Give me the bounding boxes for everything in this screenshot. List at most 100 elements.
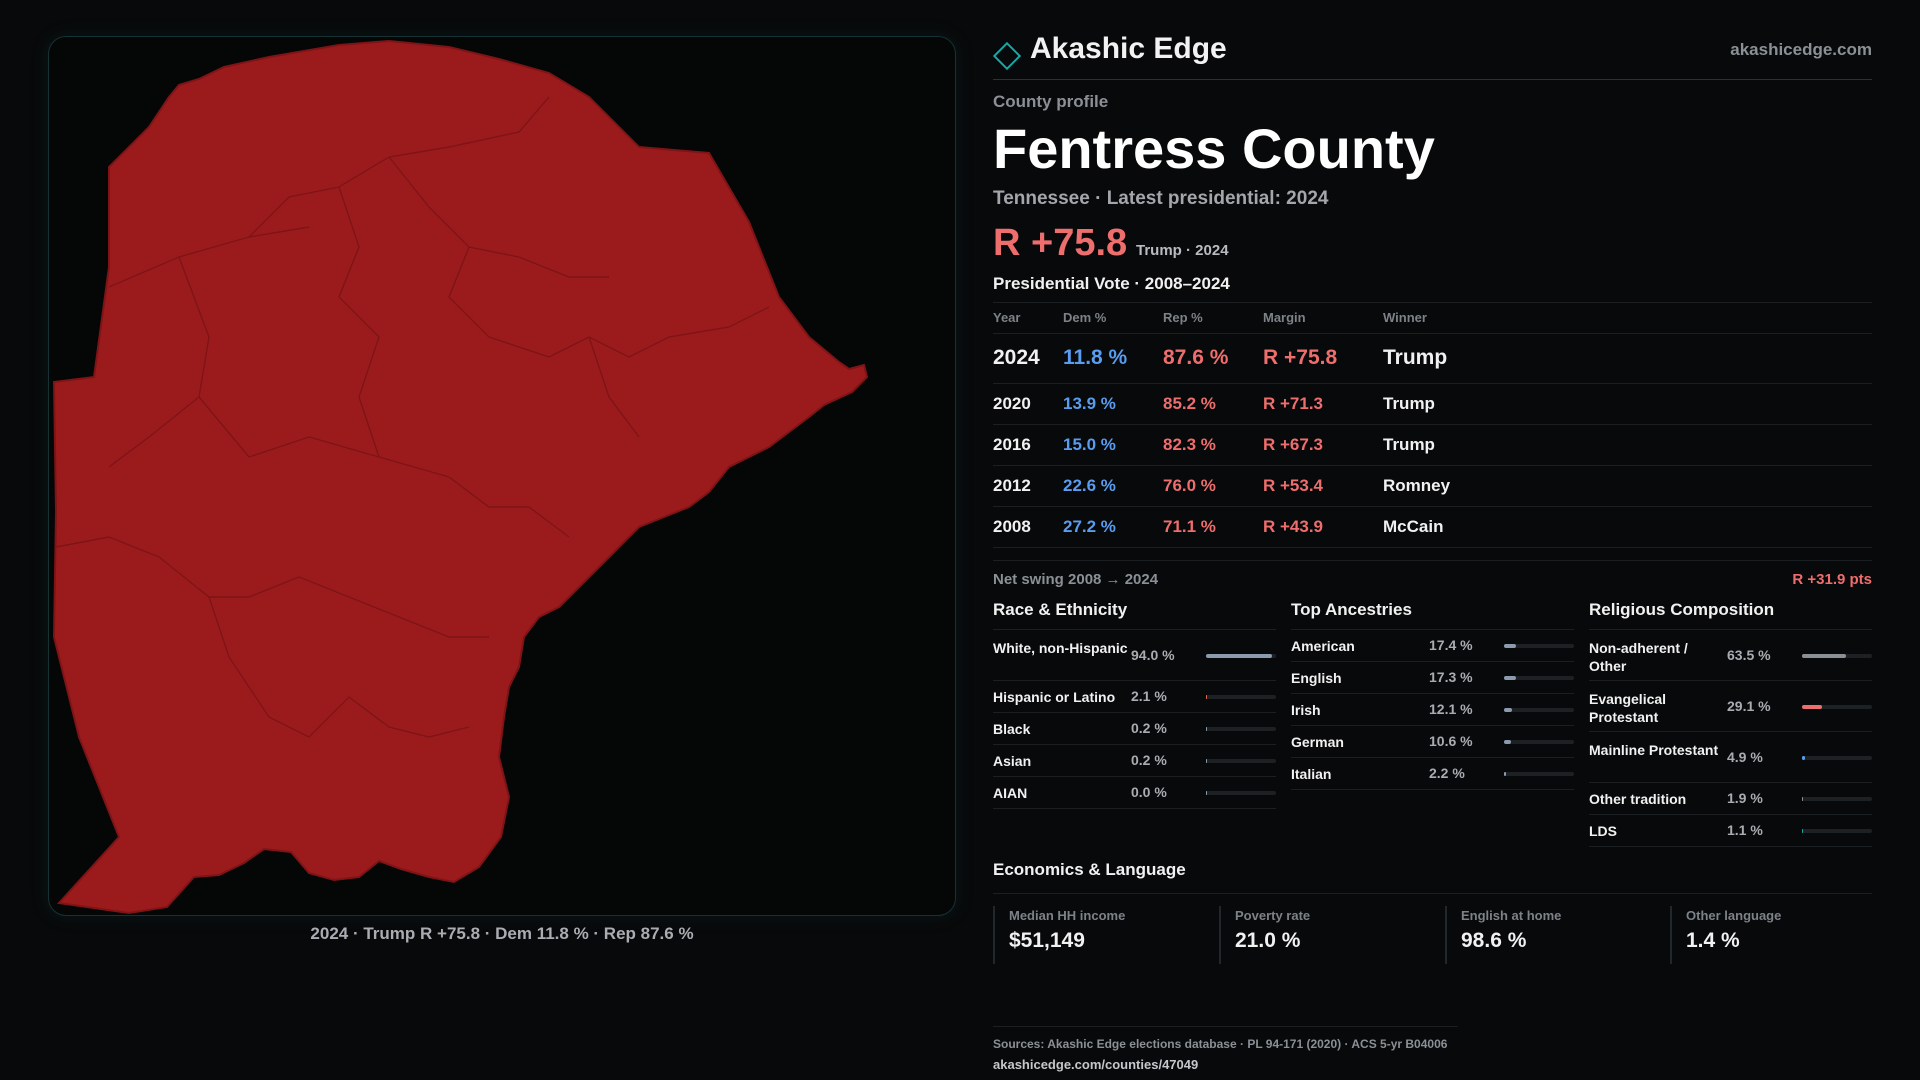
share-bar-fill bbox=[1802, 829, 1803, 833]
economics-section: Economics & Language Median HH income $5… bbox=[993, 860, 1872, 976]
econ-stat: Poverty rate 21.0 % bbox=[1219, 906, 1429, 964]
item-label: English bbox=[1291, 670, 1342, 686]
table-row: 2020 13.9 % 85.2 % R +71.3 Trump bbox=[993, 383, 1872, 425]
sources-text: Sources: Akashic Edge elections database… bbox=[993, 1037, 1448, 1051]
share-bar-fill bbox=[1504, 772, 1506, 776]
brand-name[interactable]: Akashic Edge bbox=[1030, 32, 1227, 65]
stat-value: $51,149 bbox=[1009, 929, 1085, 952]
table-row: 2024 11.8 % 87.6 % R +75.8 Trump bbox=[993, 333, 1872, 384]
page-title: Fentress County bbox=[993, 117, 1435, 180]
column-header: Margin bbox=[1263, 303, 1383, 334]
item-value: 2.2 % bbox=[1429, 765, 1465, 781]
item-label: Non-adherent / Other bbox=[1589, 640, 1688, 674]
page-eyebrow: County profile bbox=[993, 92, 1109, 111]
item-label: Other tradition bbox=[1589, 791, 1687, 807]
winner-cell: McCain bbox=[1383, 506, 1872, 548]
share-bar-track bbox=[1504, 740, 1574, 744]
county-shape[interactable] bbox=[52, 39, 869, 915]
stat-value: 98.6 % bbox=[1461, 929, 1527, 952]
sources-footer: Sources: Akashic Edge elections database… bbox=[993, 1026, 1458, 1072]
rep-cell: 71.1 % bbox=[1163, 506, 1263, 548]
precinct-boundaries bbox=[55, 96, 770, 738]
item-label: American bbox=[1291, 638, 1355, 654]
item-value: 1.1 % bbox=[1727, 822, 1763, 838]
winner-cell: Trump bbox=[1383, 424, 1872, 466]
item-label: AIAN bbox=[993, 785, 1028, 801]
econ-stat: Other language 1.4 % bbox=[1670, 906, 1880, 964]
list-item: English 17.3 % bbox=[1291, 662, 1574, 694]
list-item: Non-adherent / Other 63.5 % bbox=[1589, 630, 1872, 681]
table-row: 2016 15.0 % 82.3 % R +67.3 Trump bbox=[993, 424, 1872, 466]
item-label: Mainline Protestant bbox=[1589, 742, 1719, 758]
vote-table-title: Presidential Vote · 2008–2024 bbox=[993, 274, 1872, 303]
share-bar-track bbox=[1504, 644, 1574, 648]
item-label: German bbox=[1291, 734, 1344, 750]
share-bar-track bbox=[1206, 791, 1276, 795]
margin-cell: R +43.9 bbox=[1263, 506, 1383, 548]
economics-grid: Median HH income $51,149 Poverty rate 21… bbox=[993, 906, 1872, 976]
share-bar-track bbox=[1206, 727, 1276, 731]
margin-cell: R +67.3 bbox=[1263, 424, 1383, 466]
ancestries-title: Top Ancestries bbox=[1291, 600, 1574, 630]
religion-title: Religious Composition bbox=[1589, 600, 1872, 630]
rep-cell: 85.2 % bbox=[1163, 383, 1263, 425]
dem-cell: 15.0 % bbox=[1063, 424, 1163, 466]
rep-cell: 82.3 % bbox=[1163, 424, 1263, 466]
county-map bbox=[52, 39, 869, 915]
race-ethnicity-card: Race & Ethnicity White, non-Hispanic 94.0… bbox=[993, 600, 1276, 809]
econ-stat: Median HH income $51,149 bbox=[993, 906, 1203, 964]
share-bar-fill bbox=[1504, 644, 1517, 648]
religion-list: Non-adherent / Other 63.5 % Evangelical Pr… bbox=[1589, 630, 1872, 847]
econ-stat: English at home 98.6 % bbox=[1445, 906, 1655, 964]
county-permalink[interactable]: akashicedge.com/counties/47049 bbox=[993, 1057, 1199, 1072]
race-list: White, non-Hispanic 94.0 % Hispanic or Lat… bbox=[993, 630, 1276, 809]
share-bar-fill bbox=[1802, 653, 1847, 658]
year-cell: 2008 bbox=[993, 506, 1063, 548]
item-label: Italian bbox=[1291, 766, 1332, 782]
rep-cell: 87.6 % bbox=[1163, 333, 1263, 384]
item-value: 0.2 % bbox=[1131, 752, 1167, 768]
stat-label: Other language bbox=[1686, 908, 1782, 923]
list-item: Irish 12.1 % bbox=[1291, 694, 1574, 726]
margin-caption: Trump · 2024 bbox=[1136, 242, 1229, 259]
share-bar-fill bbox=[1802, 704, 1823, 709]
share-bar-track bbox=[1504, 676, 1574, 680]
year-cell: 2024 bbox=[993, 333, 1063, 384]
item-value: 0.0 % bbox=[1131, 784, 1167, 800]
item-value: 17.4 % bbox=[1429, 637, 1473, 653]
county-map-panel bbox=[48, 36, 956, 916]
column-header: Dem % bbox=[1063, 303, 1163, 334]
list-item: American 17.4 % bbox=[1291, 630, 1574, 662]
stat-value: 1.4 % bbox=[1686, 929, 1740, 952]
list-item: Black 0.2 % bbox=[993, 713, 1276, 745]
list-item: Other tradition 1.9 % bbox=[1589, 783, 1872, 815]
share-bar-track bbox=[1206, 695, 1276, 699]
item-value: 10.6 % bbox=[1429, 733, 1473, 749]
dem-cell: 13.9 % bbox=[1063, 383, 1163, 425]
share-bar-track bbox=[1206, 759, 1276, 763]
share-bar-fill bbox=[1206, 653, 1272, 658]
list-item: LDS 1.1 % bbox=[1589, 815, 1872, 847]
list-item: White, non-Hispanic 94.0 % bbox=[993, 630, 1276, 681]
item-label: Asian bbox=[993, 753, 1032, 769]
brand-url-link[interactable]: akashicedge.com bbox=[1730, 40, 1872, 59]
share-bar-track bbox=[1802, 829, 1872, 833]
dem-cell: 11.8 % bbox=[1063, 333, 1163, 384]
net-swing: Net swing 2008 → 2024 R +31.9 pts bbox=[993, 559, 1872, 588]
swing-value: R +31.9 pts bbox=[1792, 570, 1872, 588]
stat-label: Median HH income bbox=[1009, 908, 1126, 923]
rep-cell: 76.0 % bbox=[1163, 465, 1263, 507]
share-bar-track bbox=[1206, 653, 1276, 658]
table-row: 2008 27.2 % 71.1 % R +43.9 McCain bbox=[993, 506, 1872, 548]
winner-cell: Trump bbox=[1383, 383, 1872, 425]
list-item: Hispanic or Latino 2.1 % bbox=[993, 681, 1276, 713]
item-value: 0.2 % bbox=[1131, 720, 1167, 736]
dem-cell: 27.2 % bbox=[1063, 506, 1163, 548]
ancestries-card: Top Ancestries American 17.4 % English 17.3… bbox=[1291, 600, 1574, 790]
column-header: Year bbox=[993, 303, 1063, 334]
item-label: Black bbox=[993, 721, 1031, 737]
item-label: Hispanic or Latino bbox=[993, 689, 1116, 705]
stat-label: English at home bbox=[1461, 908, 1562, 923]
headline-margin: R +75.8 Trump · 2024 bbox=[993, 222, 1872, 264]
diamond-logo-icon bbox=[992, 41, 1022, 71]
